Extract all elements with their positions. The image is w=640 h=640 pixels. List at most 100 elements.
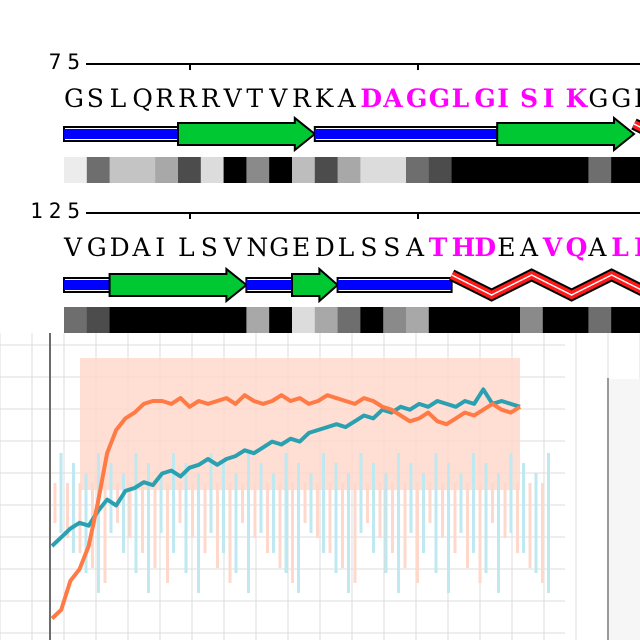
residue-letter: S	[383, 233, 401, 262]
residue-letter: A	[132, 233, 151, 262]
position-number: 125	[30, 199, 86, 223]
conservation-cell	[155, 157, 179, 183]
conservation-cell	[451, 157, 475, 183]
coil-segment-fill	[246, 280, 292, 290]
residue-letter: D	[314, 233, 335, 262]
residue-letter: R	[200, 84, 220, 113]
side-panel	[609, 379, 640, 640]
residue-letter: A	[520, 233, 539, 262]
residue-letter: S	[520, 84, 539, 113]
conservation-cell	[634, 157, 640, 183]
conservation-cell	[269, 307, 293, 333]
residue-letter: D	[360, 84, 383, 113]
residue-letter: K	[565, 84, 588, 113]
conservation-cell	[200, 157, 225, 183]
conservation-track	[64, 307, 640, 333]
conservation-cell	[428, 157, 453, 183]
conservation-cell	[383, 307, 407, 333]
residue-letter: L	[634, 233, 640, 263]
conservation-cell	[588, 157, 612, 183]
residue-letter: K	[314, 84, 334, 113]
residue-letter: A	[406, 233, 425, 262]
residue-letter: L	[451, 84, 470, 113]
coil-segment-fill	[337, 280, 452, 290]
residue-sequence: VGDAILSVNGEDLSSATHDEAVQALL	[64, 233, 640, 263]
conservation-cell	[611, 307, 635, 333]
residue-letter: G	[474, 84, 496, 113]
conservation-cell	[474, 307, 498, 333]
conservation-cell	[314, 307, 339, 333]
residue-letter: E	[497, 233, 516, 262]
conservation-cell	[406, 157, 430, 183]
helix-highlight	[633, 123, 640, 128]
conservation-cell	[200, 307, 225, 333]
conservation-cell	[634, 307, 640, 333]
conservation-cell	[223, 307, 247, 333]
coil-segment-fill	[64, 129, 178, 139]
residue-letter: V	[269, 84, 288, 113]
conservation-cell	[246, 157, 270, 183]
conservation-cell	[292, 307, 316, 333]
conservation-cell	[565, 307, 589, 333]
residue-letter: E	[292, 233, 311, 262]
conservation-cell	[451, 307, 475, 333]
conservation-cell	[64, 157, 88, 183]
residue-letter: I	[634, 84, 640, 113]
strand-arrow	[496, 115, 636, 153]
coil-segment-fill	[64, 280, 110, 290]
residue-letter: G	[86, 233, 107, 262]
residue-letter: D	[474, 233, 497, 262]
conservation-cell	[542, 157, 567, 183]
conservation-cell	[360, 157, 384, 183]
residue-letter: I	[497, 84, 509, 113]
residue-letter: H	[451, 233, 476, 262]
residue-letter: G	[611, 84, 632, 113]
training-curve-panel	[0, 333, 640, 640]
conservation-cell	[292, 157, 316, 183]
conservation-cell	[155, 307, 179, 333]
residue-letter: V	[64, 233, 83, 262]
residue-letter: G	[588, 84, 609, 113]
ruler-line-1	[86, 63, 640, 70]
residue-letter: R	[178, 84, 197, 113]
residue-letter: S	[360, 233, 378, 262]
conservation-track	[64, 157, 640, 183]
conservation-cell	[86, 307, 111, 333]
conservation-cell	[520, 307, 544, 333]
residue-letter: Q	[565, 233, 588, 262]
residue-letter: I	[542, 84, 555, 113]
residue-letter: R	[292, 84, 311, 113]
conservation-cell	[406, 307, 430, 333]
residue-letter: G	[406, 84, 428, 113]
conservation-cell	[588, 307, 612, 333]
conservation-cell	[337, 157, 361, 183]
teal-series-line	[50, 387, 521, 548]
conservation-cell	[497, 157, 521, 183]
residue-letter: Q	[132, 84, 153, 113]
conservation-cell	[337, 307, 361, 333]
conservation-cell	[314, 157, 339, 183]
conservation-cell	[360, 307, 384, 333]
residue-letter: G	[64, 84, 84, 113]
strand-arrow	[291, 266, 340, 304]
residue-letter: V	[223, 84, 242, 113]
structure-track	[63, 266, 640, 304]
residue-letter: L	[109, 84, 127, 113]
residue-letter: T	[428, 233, 448, 262]
conservation-cell	[223, 157, 247, 183]
conservation-cell	[132, 157, 156, 183]
residue-letter: A	[337, 84, 356, 113]
position-number: 75	[48, 50, 86, 74]
conservation-cell	[109, 307, 133, 333]
residue-letter: G	[269, 233, 290, 262]
conservation-cell	[178, 307, 202, 333]
conservation-cell	[178, 157, 202, 183]
structure-track	[63, 115, 640, 153]
conservation-cell	[611, 157, 635, 183]
conservation-cell	[542, 307, 567, 333]
conservation-cell	[132, 307, 156, 333]
coil-segment-fill	[314, 129, 498, 139]
ruler-line-2	[86, 212, 640, 219]
